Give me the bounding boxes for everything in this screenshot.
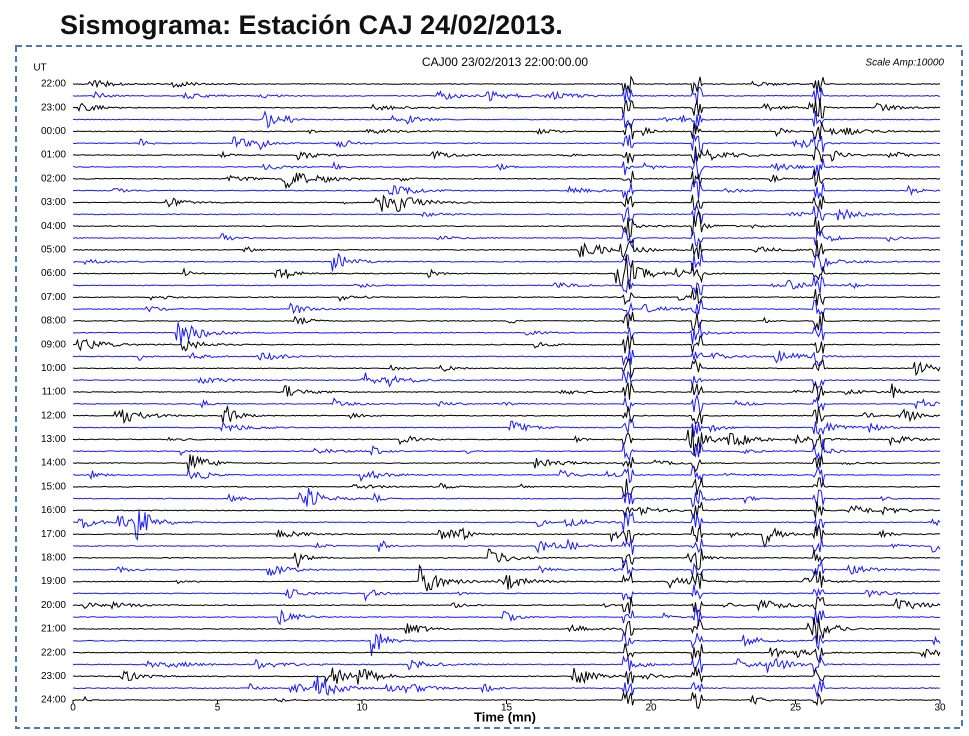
trace: [72, 524, 941, 548]
trace: [72, 287, 941, 306]
trace: [72, 153, 941, 180]
trace: [72, 454, 941, 473]
trace: [72, 487, 940, 508]
row-label: 13:00: [41, 434, 66, 445]
x-tick-label: 5: [215, 703, 221, 714]
x-tick-label: 15: [501, 703, 513, 714]
traces: [72, 75, 941, 710]
x-tick-label: 0: [70, 703, 76, 714]
row-label: 22:00: [41, 647, 66, 658]
row-label: 03:00: [41, 197, 66, 208]
row-label: 12:00: [41, 410, 66, 421]
trace: [72, 180, 941, 200]
trace: [72, 538, 941, 555]
trace: [72, 169, 941, 190]
trace: [72, 615, 941, 645]
x-tick-label: 10: [356, 703, 368, 714]
x-tick-label: 30: [934, 703, 946, 714]
row-label: 02:00: [41, 173, 66, 184]
trace: [72, 666, 941, 685]
row-label: 23:00: [41, 102, 66, 113]
trace: [72, 630, 941, 657]
row-label: 19:00: [41, 576, 66, 587]
trace: [72, 322, 941, 346]
trace: [72, 643, 941, 664]
plot-header: CAJ00 23/02/2013 22:00:00.00: [422, 55, 588, 69]
trace: [72, 75, 941, 94]
trace: [73, 418, 941, 437]
trace: [72, 606, 941, 627]
title: Sismograma: Estación CAJ 24/02/2013.: [60, 10, 563, 40]
trace: [72, 509, 941, 541]
row-label: 00:00: [41, 126, 66, 137]
trace: [72, 358, 941, 380]
frame: [15, 45, 963, 729]
trace: [72, 86, 941, 106]
row-label: 09:00: [41, 339, 66, 350]
trace: [72, 209, 941, 239]
trace: [73, 205, 941, 224]
trace: [72, 584, 941, 603]
row-label: 05:00: [41, 244, 66, 255]
row-label: 20:00: [41, 600, 66, 611]
trace: [73, 275, 941, 296]
trace: [72, 121, 941, 140]
row-label: 08:00: [41, 316, 66, 327]
trace: [72, 596, 941, 616]
trace: [72, 405, 941, 425]
trace: [72, 548, 941, 571]
row-label: 04:00: [41, 221, 66, 232]
row-label: 18:00: [41, 552, 66, 563]
row-label: 01:00: [41, 150, 66, 161]
row-label: 06:00: [41, 268, 66, 279]
trace: [72, 194, 940, 213]
row-label: 23:00: [41, 671, 66, 682]
trace: [72, 477, 941, 498]
row-label: 22:00: [41, 79, 66, 90]
trace: [72, 382, 941, 401]
trace: [72, 228, 941, 249]
scale-label: Scale Amp:10000: [865, 58, 944, 69]
trace: [73, 110, 941, 130]
trace: [72, 146, 941, 165]
trace: [72, 255, 941, 290]
trace: [72, 465, 941, 484]
x-axis-label: Time (mn): [474, 709, 536, 724]
row-label: 10:00: [41, 363, 66, 374]
trace: [72, 654, 941, 675]
row-label: 21:00: [41, 624, 66, 635]
x-tick-label: 20: [645, 703, 657, 714]
trace: [72, 501, 941, 520]
trace: [72, 348, 941, 367]
trace: [72, 299, 941, 318]
trace: [72, 370, 941, 391]
row-label: 16:00: [41, 505, 66, 516]
trace: [72, 311, 941, 331]
x-tick-label: 25: [790, 703, 802, 714]
row-label: 14:00: [41, 458, 66, 469]
trace: [73, 564, 941, 592]
y-axis-label: UT: [33, 63, 46, 74]
trace: [72, 238, 941, 260]
row-label: 07:00: [41, 292, 66, 303]
trace: [72, 675, 941, 697]
trace: [72, 426, 940, 457]
row-label: 24:00: [41, 695, 66, 706]
row-label: 15:00: [41, 481, 66, 492]
trace: [72, 98, 941, 119]
trace: [72, 393, 941, 415]
trace: [72, 134, 941, 154]
row-label: 17:00: [41, 529, 66, 540]
row-label: 11:00: [42, 387, 67, 398]
trace: [73, 252, 941, 272]
trace: [72, 334, 941, 354]
trace: [72, 559, 941, 577]
trace: [72, 438, 941, 462]
